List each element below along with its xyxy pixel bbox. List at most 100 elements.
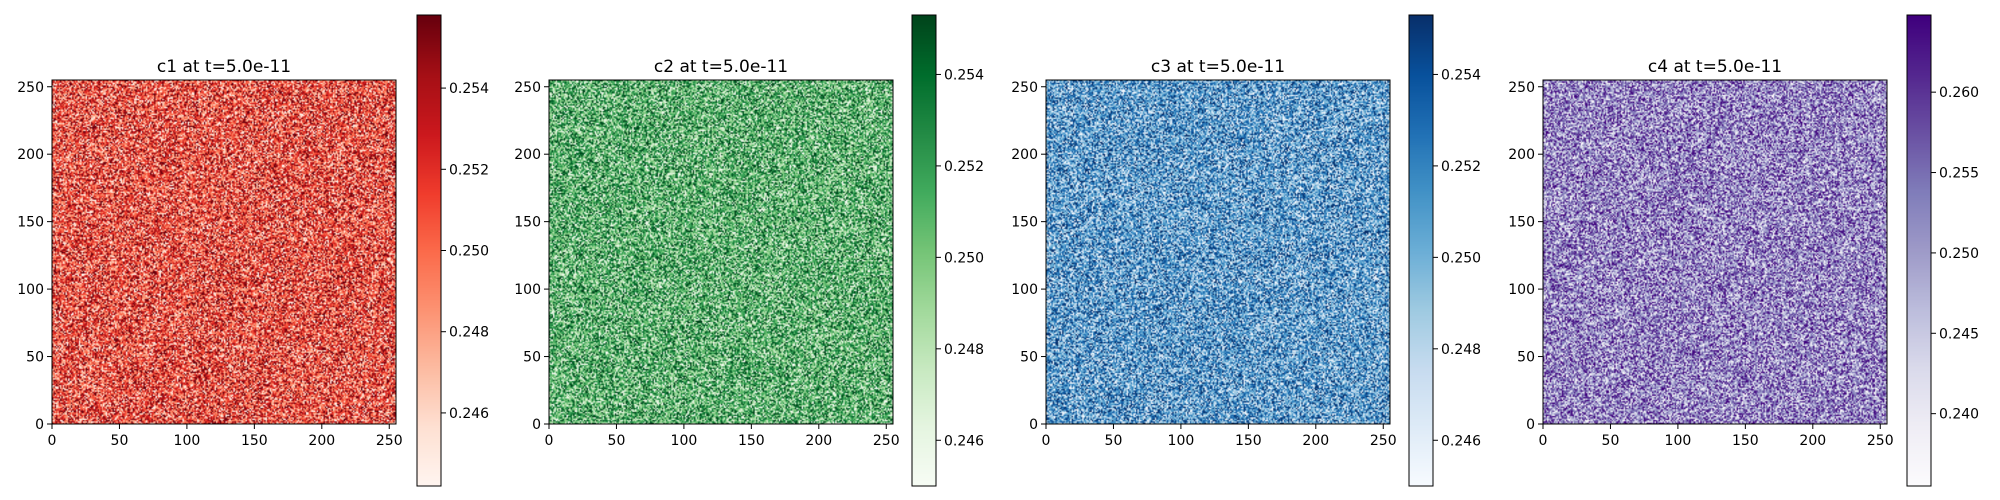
colorbar-gradient — [1409, 15, 1433, 486]
plot-frame — [1045, 79, 1391, 425]
colorbar-gradient — [417, 15, 441, 486]
x-tick-label: 50 — [111, 433, 129, 449]
x-tick-label: 100 — [1665, 433, 1692, 449]
colorbar-tick-label: 0.246 — [449, 406, 489, 422]
x-tick-label: 100 — [174, 433, 201, 449]
plot-frame — [548, 79, 894, 425]
colorbar: 0.246 0.248 0.250 0.252 0.254 — [1408, 14, 1481, 487]
x-tick-label: 0 — [48, 433, 57, 449]
x-axis: 0 50 100 150 200 250 — [48, 424, 403, 449]
colorbar-tick-label: 0.250 — [1441, 250, 1481, 266]
y-axis: 0 50 100 150 200 250 — [514, 80, 549, 433]
x-tick-label: 200 — [1302, 433, 1329, 449]
y-tick-label: 250 — [514, 80, 541, 96]
colorbar-tick-label: 0.248 — [944, 342, 984, 358]
heatmap-image — [1543, 80, 1887, 424]
colorbar-tick-label: 0.245 — [1939, 326, 1979, 342]
x-tick-label: 250 — [873, 433, 900, 449]
heatmap-image — [549, 80, 893, 424]
y-tick-label: 100 — [17, 282, 44, 298]
colorbar-tick-label: 0.250 — [449, 244, 489, 260]
colorbar-tick-label: 0.260 — [1939, 85, 1979, 101]
colorbar-ticks: 0.246 0.248 0.250 0.252 0.254 — [936, 67, 984, 449]
colorbar-tick-label: 0.252 — [944, 159, 984, 175]
x-tick-label: 250 — [376, 433, 403, 449]
y-tick-label: 250 — [1508, 80, 1535, 96]
x-tick-label: 0 — [1042, 433, 1051, 449]
y-axis: 0 50 100 150 200 250 — [17, 80, 52, 433]
colorbar-tick-label: 0.250 — [1939, 246, 1979, 262]
colorbar-tick-label: 0.248 — [1441, 342, 1481, 358]
x-axis: 0 50 100 150 200 250 — [1539, 424, 1894, 449]
x-tick-label: 150 — [1235, 433, 1262, 449]
x-tick-label: 200 — [1799, 433, 1826, 449]
panel-c3: c3 at t=5.0e-11 0 50 100 150 200 250 0 50 100 15… — [1011, 14, 1481, 487]
colorbar-tick-label: 0.252 — [1441, 159, 1481, 175]
colorbar-gradient — [1907, 15, 1931, 486]
heatmap-image — [1046, 80, 1390, 424]
colorbar-tick-label: 0.254 — [1441, 67, 1481, 83]
y-tick-label: 150 — [1508, 215, 1535, 231]
colorbar-tick-label: 0.246 — [944, 433, 984, 449]
colorbar-tick-label: 0.246 — [1441, 433, 1481, 449]
y-tick-label: 250 — [17, 80, 44, 96]
y-tick-label: 50 — [1020, 350, 1038, 366]
y-tick-label: 200 — [17, 147, 44, 163]
colorbar-tick-label: 0.255 — [1939, 166, 1979, 182]
y-tick-label: 0 — [35, 417, 44, 433]
x-tick-label: 50 — [608, 433, 626, 449]
y-tick-label: 200 — [514, 147, 541, 163]
colorbar-tick-label: 0.250 — [944, 250, 984, 266]
y-tick-label: 150 — [1011, 215, 1038, 231]
colorbar-tick-label: 0.254 — [449, 81, 489, 97]
x-tick-label: 0 — [545, 433, 554, 449]
panel-title: c3 at t=5.0e-11 — [1151, 57, 1285, 77]
colorbar-frame — [911, 14, 937, 487]
colorbar-ticks: 0.246 0.248 0.250 0.252 0.254 — [1433, 67, 1481, 449]
colorbar-frame — [1906, 14, 1932, 487]
panel-c2: c2 at t=5.0e-11 0 50 100 150 200 250 0 50 100 15… — [514, 14, 984, 487]
y-tick-label: 0 — [1029, 417, 1038, 433]
colorbar-gradient — [912, 15, 936, 486]
x-tick-label: 100 — [1168, 433, 1195, 449]
panel-title: c1 at t=5.0e-11 — [157, 57, 291, 77]
y-tick-label: 0 — [1526, 417, 1535, 433]
panel-c1: c1 at t=5.0e-11 0 50 100 150 200 250 0 50 100 15… — [17, 14, 489, 487]
colorbar-tick-label: 0.254 — [944, 67, 984, 83]
colorbar-tick-label: 0.240 — [1939, 407, 1979, 423]
colorbar-ticks: 0.246 0.248 0.250 0.252 0.254 — [441, 81, 489, 422]
y-tick-label: 50 — [523, 350, 541, 366]
colorbar-ticks: 0.240 0.245 0.250 0.255 0.260 — [1931, 85, 1979, 423]
colorbar: 0.246 0.248 0.250 0.252 0.254 — [911, 14, 984, 487]
y-tick-label: 50 — [1517, 350, 1535, 366]
panel-title: c2 at t=5.0e-11 — [654, 57, 788, 77]
x-tick-label: 150 — [241, 433, 268, 449]
x-tick-label: 150 — [738, 433, 765, 449]
panel-title: c4 at t=5.0e-11 — [1648, 57, 1782, 77]
x-axis: 0 50 100 150 200 250 — [545, 424, 900, 449]
y-axis: 0 50 100 150 200 250 — [1011, 80, 1046, 433]
colorbar-frame — [1408, 14, 1434, 487]
x-tick-label: 250 — [1370, 433, 1397, 449]
y-tick-label: 50 — [26, 350, 44, 366]
heatmap-image — [52, 80, 396, 424]
x-tick-label: 100 — [671, 433, 698, 449]
plot-frame — [51, 79, 397, 425]
x-tick-label: 150 — [1732, 433, 1759, 449]
x-tick-label: 200 — [308, 433, 335, 449]
y-tick-label: 100 — [514, 282, 541, 298]
colorbar-tick-label: 0.252 — [449, 162, 489, 178]
x-tick-label: 50 — [1105, 433, 1123, 449]
y-tick-label: 100 — [1011, 282, 1038, 298]
y-tick-label: 150 — [514, 215, 541, 231]
colorbar: 0.246 0.248 0.250 0.252 0.254 — [416, 14, 489, 487]
x-tick-label: 50 — [1602, 433, 1620, 449]
panel-c4: c4 at t=5.0e-11 0 50 100 150 200 250 0 50 100 15… — [1508, 14, 1979, 487]
y-tick-label: 250 — [1011, 80, 1038, 96]
colorbar-tick-label: 0.248 — [449, 325, 489, 341]
y-axis: 0 50 100 150 200 250 — [1508, 80, 1543, 433]
y-tick-label: 100 — [1508, 282, 1535, 298]
y-tick-label: 200 — [1508, 147, 1535, 163]
colorbar: 0.240 0.245 0.250 0.255 0.260 — [1906, 14, 1979, 487]
